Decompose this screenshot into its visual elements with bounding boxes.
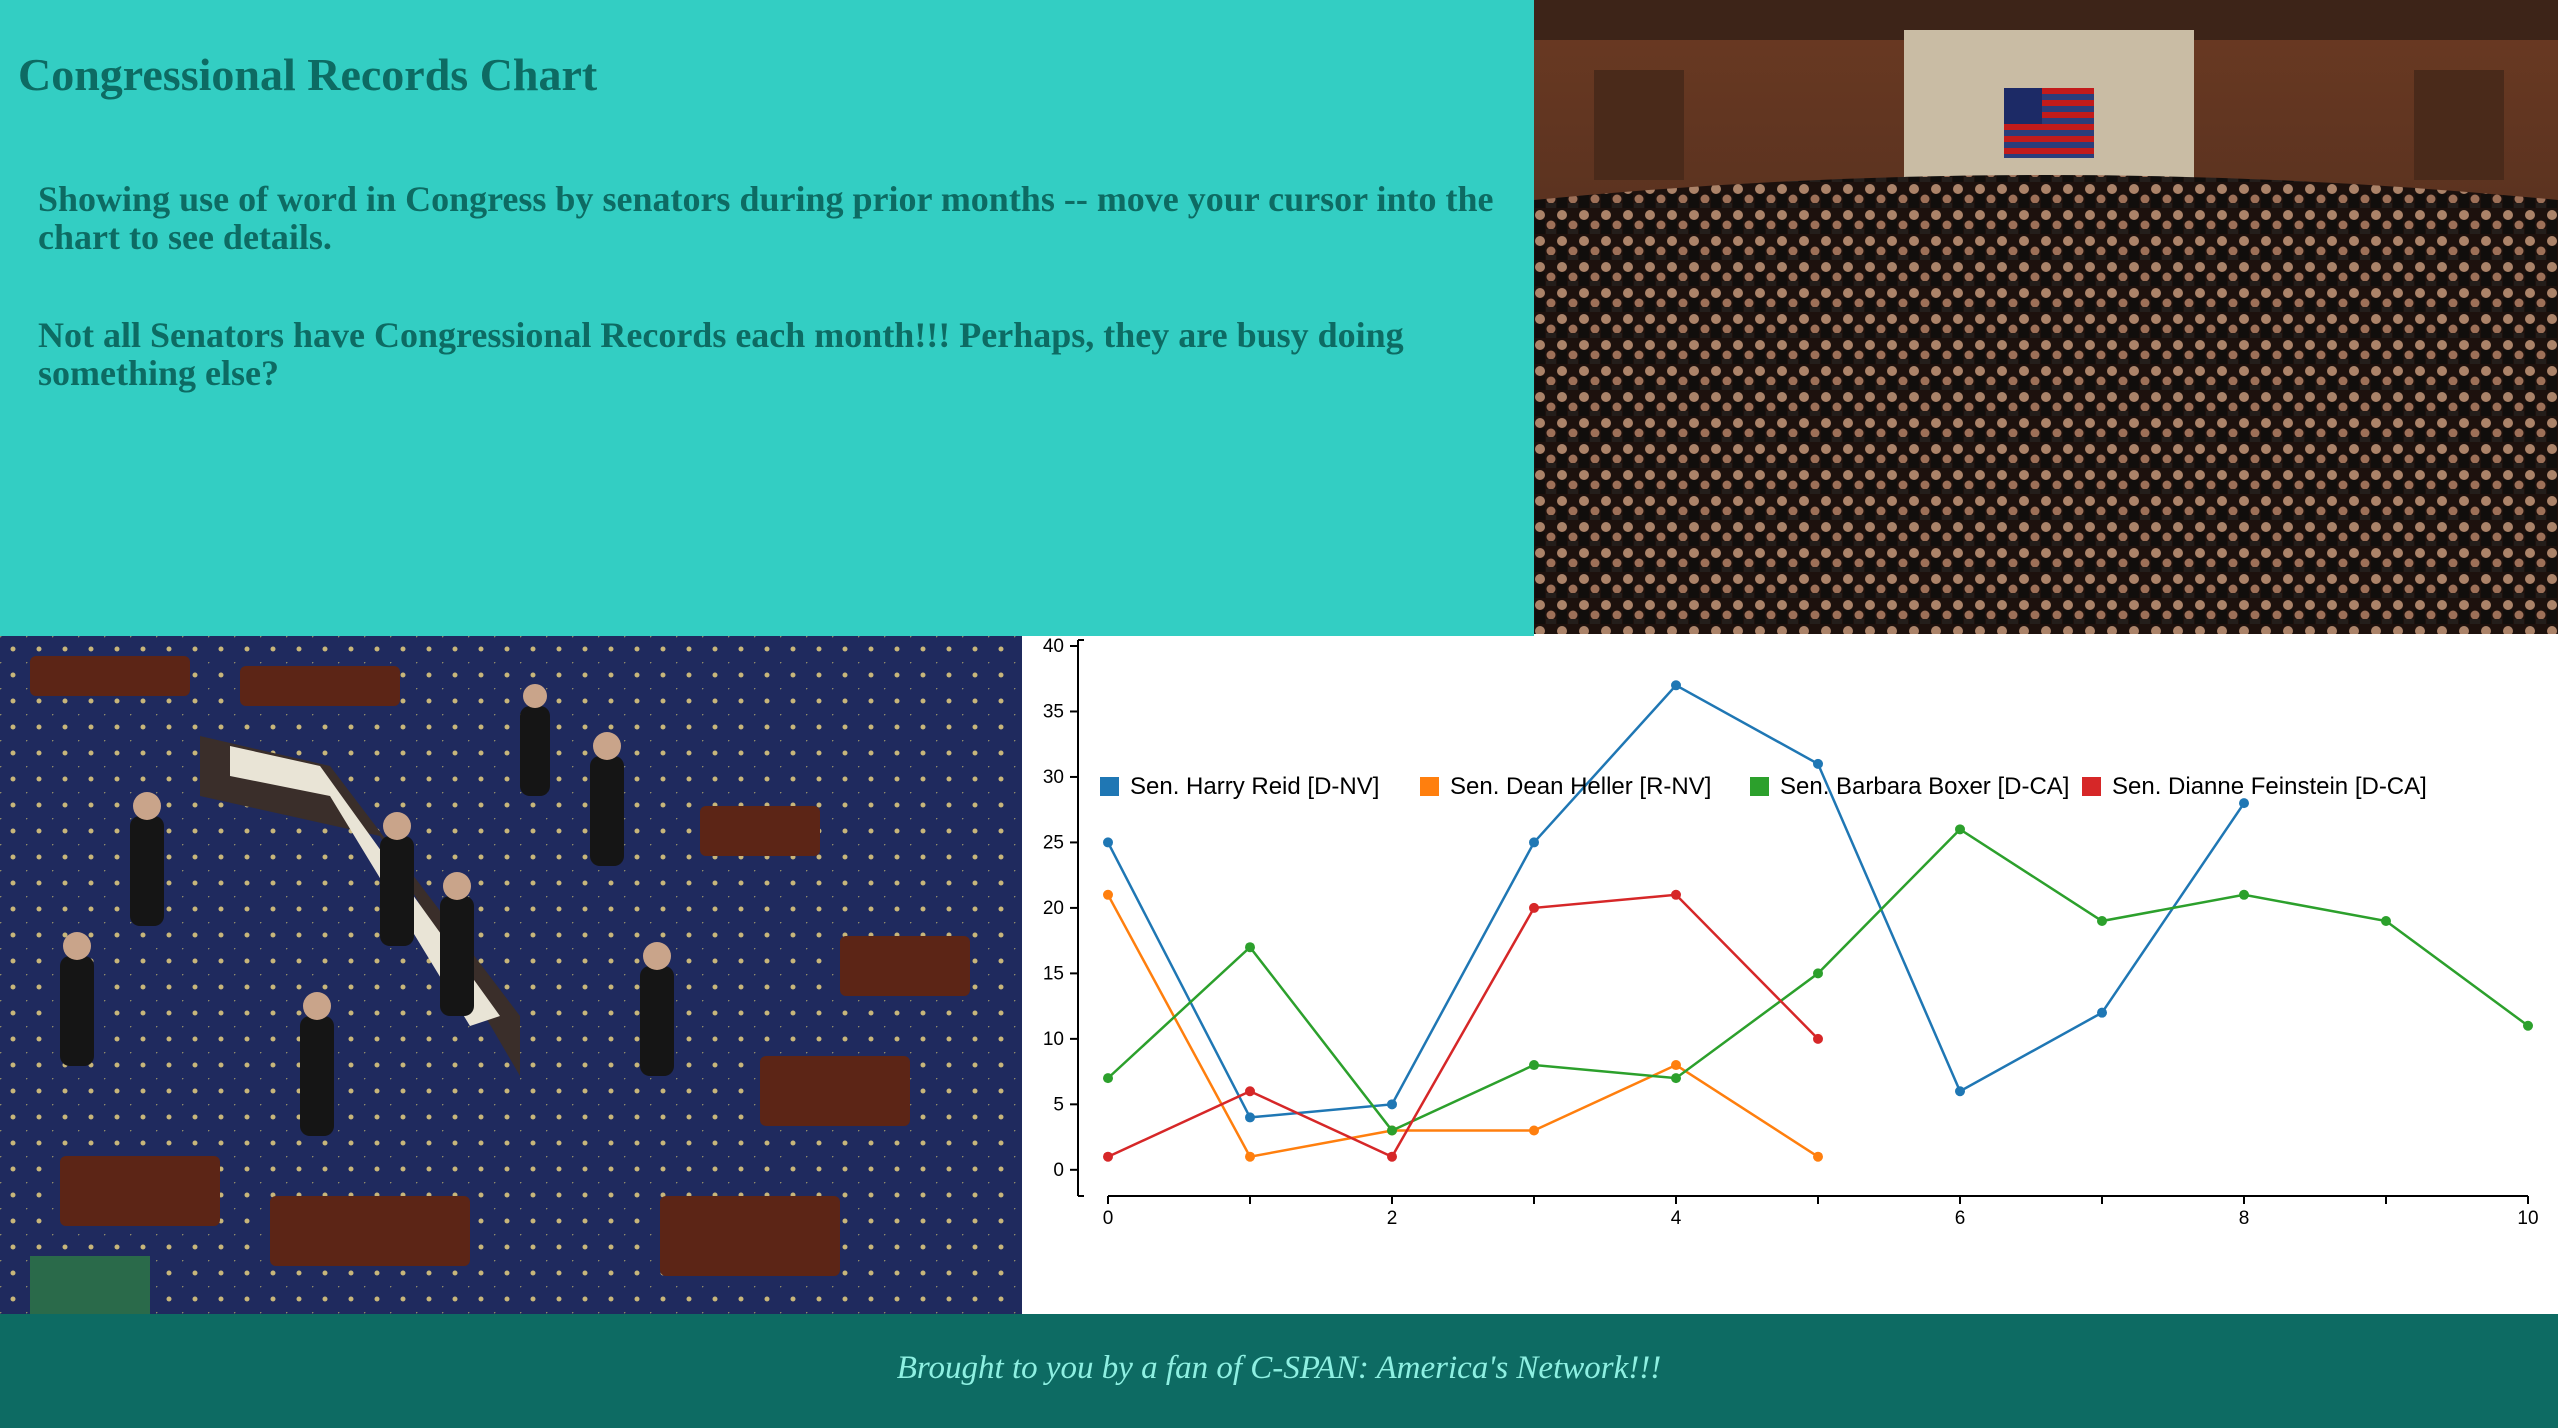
data-point[interactable] [1245, 1086, 1255, 1097]
legend-label: Sen. Dean Heller [R-NV] [1450, 773, 1711, 800]
legend-swatch [1100, 777, 1119, 796]
series-1[interactable] [1103, 680, 2249, 1123]
data-point[interactable] [1955, 824, 1965, 835]
series-3[interactable] [1103, 824, 2533, 1136]
header-panel: Congressional Records Chart Showing use … [0, 0, 1534, 636]
data-point[interactable] [1813, 968, 1823, 979]
intro-text-instructions: Showing use of word in Congress by senat… [38, 179, 1494, 257]
y-tick-label: 0 [1053, 1160, 1064, 1181]
data-point[interactable] [1671, 1073, 1681, 1084]
data-point[interactable] [1955, 1086, 1965, 1097]
house-chamber-illustration [1534, 0, 2558, 634]
legend-swatch [2082, 777, 2101, 796]
y-axis: 0 5 10 15 20 25 30 35 40 [1043, 636, 1084, 1197]
series-2[interactable] [1103, 889, 1823, 1162]
x-tick-label: 8 [2239, 1208, 2250, 1229]
legend-item: Sen. Dianne Feinstein [D-CA] [2082, 773, 2427, 800]
chart-panel[interactable]: 0 2 4 6 8 10 0 5 10 15 20 25 30 35 40 Sen. Harry Reid… [1022, 636, 2558, 1314]
data-point[interactable] [1529, 837, 1539, 848]
y-tick-label: 40 [1043, 636, 1064, 657]
intro-text-note: Not all Senators have Congressional Reco… [38, 315, 1404, 393]
legend-label: Sen. Dianne Feinstein [D-CA] [2112, 773, 2427, 800]
footer: Brought to you by a fan of C-SPAN: Ameri… [0, 1314, 2558, 1428]
data-point[interactable] [1529, 1125, 1539, 1136]
legend-label: Sen. Barbara Boxer [D-CA] [1780, 773, 2069, 800]
data-point[interactable] [2239, 889, 2249, 900]
legend-item: Sen. Barbara Boxer [D-CA] [1750, 773, 2069, 800]
data-point[interactable] [2381, 916, 2391, 926]
footer-text: Brought to you by a fan of C-SPAN: Ameri… [896, 1350, 1662, 1386]
data-point[interactable] [1245, 942, 1255, 953]
x-tick-label: 10 [2517, 1208, 2538, 1229]
data-point[interactable] [1387, 1099, 1397, 1110]
legend-item: Sen. Harry Reid [D-NV] [1100, 773, 1379, 800]
data-point[interactable] [2097, 916, 2107, 926]
x-tick-label: 4 [1671, 1208, 1682, 1229]
legend-swatch [1750, 777, 1769, 796]
senate-floor-illustration [0, 636, 1022, 1314]
series-line[interactable] [1107, 893, 1819, 1159]
data-point[interactable] [1671, 889, 1681, 900]
y-tick-label: 30 [1043, 767, 1064, 788]
data-point[interactable] [1529, 1060, 1539, 1071]
y-tick-label: 15 [1043, 963, 1064, 984]
x-axis: 0 2 4 6 8 10 [1103, 1195, 2539, 1229]
data-point[interactable] [2097, 1007, 2107, 1018]
chart-legend: Sen. Harry Reid [D-NV] Sen. Dean Heller [… [1100, 773, 2427, 800]
data-point[interactable] [1245, 1151, 1255, 1162]
legend-item: Sen. Dean Heller [R-NV] [1420, 773, 1711, 800]
x-tick-label: 2 [1387, 1208, 1398, 1229]
y-tick-label: 25 [1043, 832, 1064, 853]
data-point[interactable] [1813, 1033, 1823, 1044]
house-chamber-photo [1534, 0, 2558, 634]
data-point[interactable] [1671, 680, 1681, 691]
series-line[interactable] [1106, 894, 1819, 1159]
data-point[interactable] [1529, 902, 1539, 913]
data-point[interactable] [1103, 837, 1113, 848]
data-point[interactable] [2523, 1020, 2533, 1031]
series-layer[interactable] [1103, 680, 2533, 1162]
data-point[interactable] [1387, 1125, 1397, 1136]
line-chart[interactable]: 0 2 4 6 8 10 0 5 10 15 20 25 30 35 40 Sen. Harry Reid… [1022, 636, 2558, 1314]
y-tick-label: 10 [1043, 1029, 1064, 1050]
legend-swatch [1420, 777, 1439, 796]
y-tick-label: 5 [1053, 1094, 1064, 1115]
x-tick-label: 0 [1103, 1208, 1114, 1229]
senate-floor-photo [0, 636, 1022, 1314]
page-title: Congressional Records Chart [18, 49, 598, 100]
y-tick-label: 20 [1043, 898, 1064, 919]
data-point[interactable] [2239, 798, 2249, 809]
data-point[interactable] [1813, 758, 1823, 769]
legend-label: Sen. Harry Reid [D-NV] [1130, 773, 1379, 800]
data-point[interactable] [1387, 1151, 1397, 1162]
data-point[interactable] [1245, 1112, 1255, 1123]
series-4[interactable] [1103, 889, 1823, 1162]
data-point[interactable] [1813, 1151, 1823, 1162]
data-point[interactable] [1103, 1073, 1113, 1084]
data-point[interactable] [1671, 1060, 1681, 1071]
series-line[interactable] [1107, 827, 2529, 1133]
x-tick-label: 6 [1955, 1208, 1966, 1229]
y-tick-label: 35 [1043, 701, 1064, 722]
data-point[interactable] [1103, 1151, 1113, 1162]
data-point[interactable] [1103, 889, 1113, 900]
